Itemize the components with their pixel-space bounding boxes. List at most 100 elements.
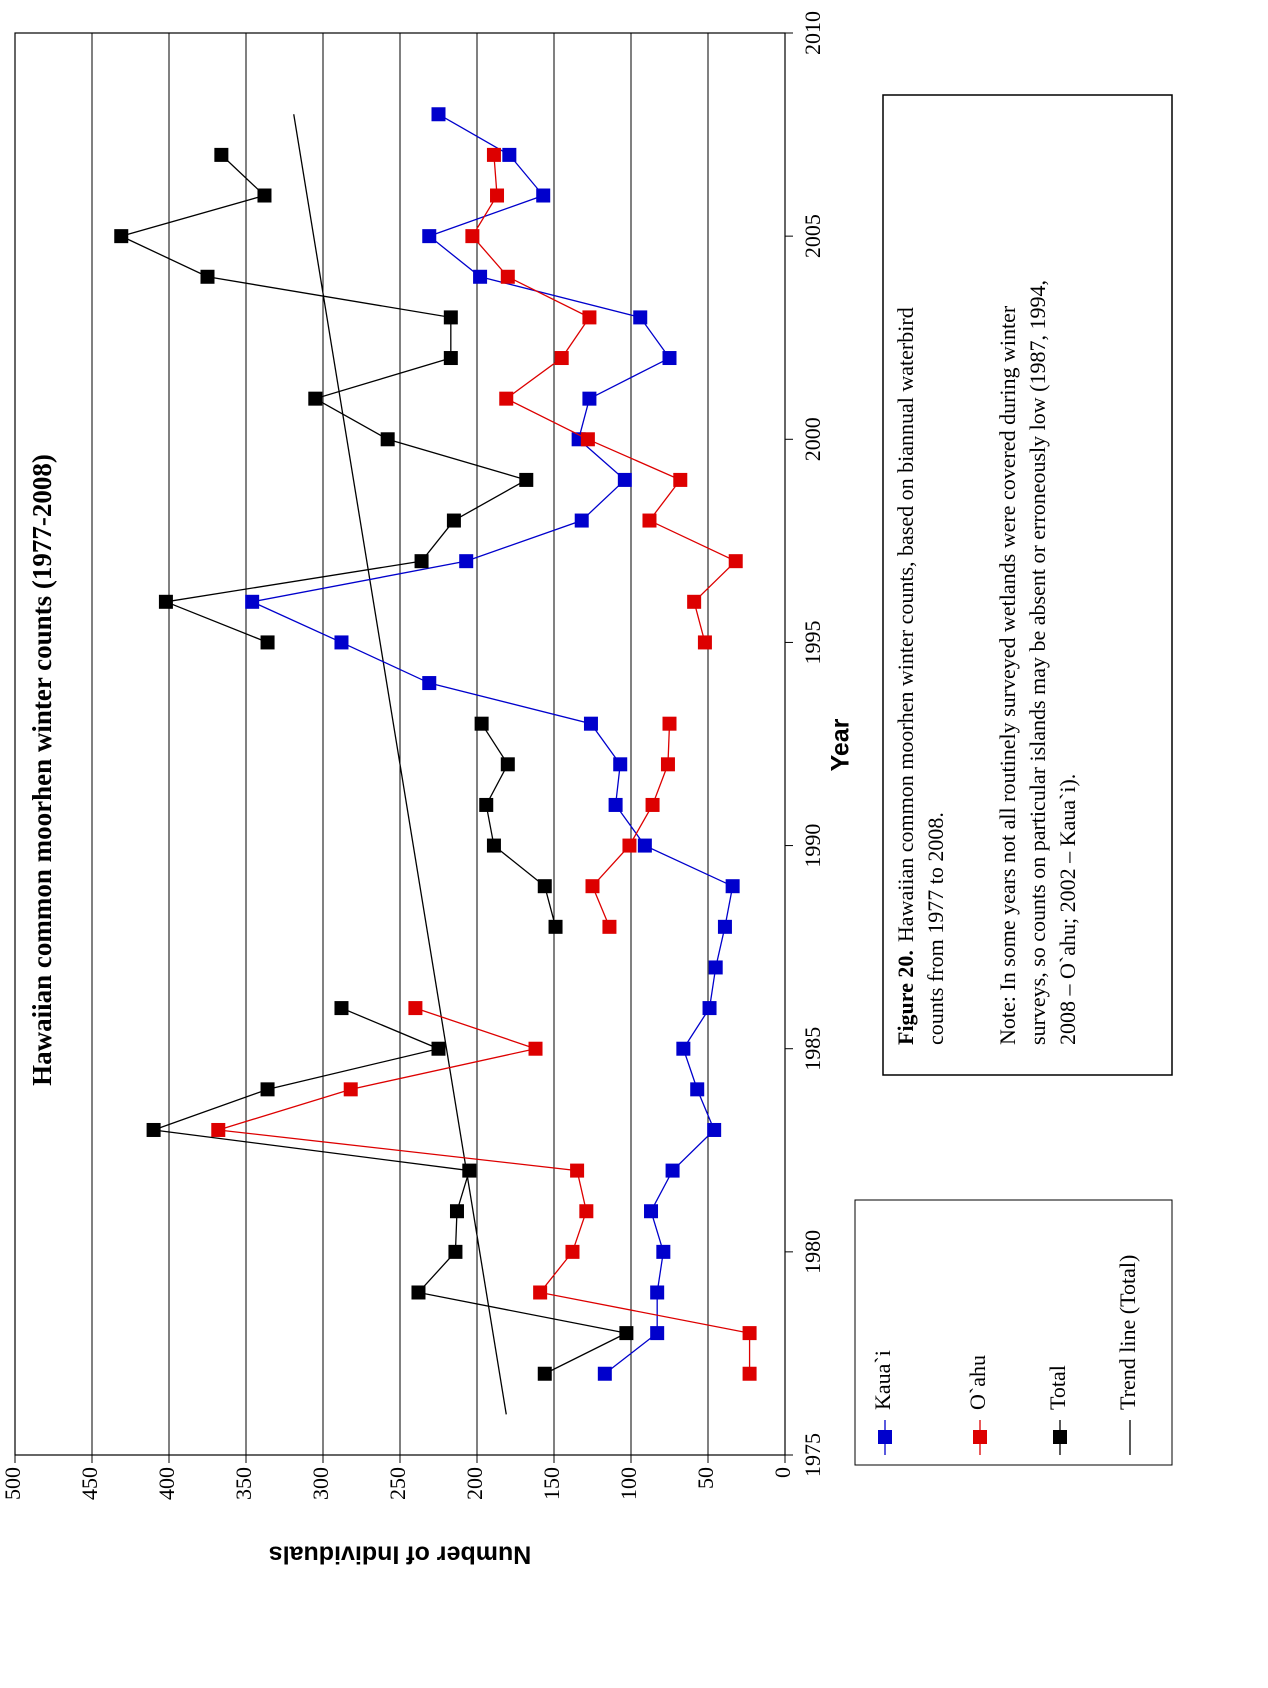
point-marker xyxy=(650,1326,665,1341)
caption-label: Figure 20. xyxy=(893,950,918,1045)
point-marker xyxy=(260,635,275,650)
point-marker xyxy=(443,351,458,366)
y-tick-label: 500 xyxy=(0,1467,25,1500)
point-marker xyxy=(742,1326,757,1341)
y-tick-label: 150 xyxy=(539,1467,564,1500)
point-marker xyxy=(574,513,589,528)
point-marker xyxy=(422,676,437,691)
point-marker xyxy=(474,716,489,731)
point-marker xyxy=(537,879,552,894)
point-marker xyxy=(637,838,652,853)
point-marker xyxy=(519,472,534,487)
point-marker xyxy=(533,1285,548,1300)
x-tick-label: 1995 xyxy=(800,620,825,664)
point-marker xyxy=(570,1163,585,1178)
point-marker xyxy=(431,107,446,122)
y-tick-label: 400 xyxy=(154,1467,179,1500)
point-marker xyxy=(673,472,688,487)
point-marker xyxy=(500,269,515,284)
caption: Figure 20. Hawaiian common moorhen winter… xyxy=(893,307,948,1045)
point-marker xyxy=(536,188,551,203)
point-marker xyxy=(499,391,514,406)
point-marker xyxy=(665,1163,680,1178)
point-marker xyxy=(465,229,480,244)
point-marker xyxy=(380,432,395,447)
point-marker xyxy=(707,1122,722,1137)
y-tick-label: 100 xyxy=(616,1467,641,1500)
point-marker xyxy=(200,269,215,284)
legend-swatch xyxy=(878,1430,892,1444)
y-tick-label: 0 xyxy=(770,1467,795,1478)
y-tick-label: 300 xyxy=(308,1467,333,1500)
point-marker xyxy=(583,716,598,731)
point-marker xyxy=(334,635,349,650)
point-marker xyxy=(582,391,597,406)
point-marker xyxy=(459,554,474,569)
point-marker xyxy=(448,1244,463,1259)
point-marker xyxy=(728,554,743,569)
note-line: surveys, so counts on particular islands… xyxy=(1025,280,1050,1045)
point-marker xyxy=(446,513,461,528)
y-tick-label: 250 xyxy=(385,1467,410,1500)
x-tick-label: 1985 xyxy=(800,1027,825,1071)
point-marker xyxy=(662,351,677,366)
point-marker xyxy=(502,147,517,162)
x-tick-label: 1975 xyxy=(800,1433,825,1477)
caption-line: counts from 1977 to 2008. xyxy=(923,812,948,1045)
point-marker xyxy=(644,1204,659,1219)
point-marker xyxy=(697,635,712,650)
point-marker xyxy=(486,838,501,853)
point-marker xyxy=(742,1366,757,1381)
rotated-chart: 0 50 100 150 200 250 300 350 400 450 500 1975 1980 19… xyxy=(0,11,1173,1568)
x-tick-label: 1980 xyxy=(800,1230,825,1274)
point-marker xyxy=(500,757,515,772)
point-marker xyxy=(602,919,617,934)
point-marker xyxy=(490,188,505,203)
legend-label: O`ahu xyxy=(965,1355,990,1410)
y-tick-label: 450 xyxy=(77,1467,102,1500)
point-marker xyxy=(146,1122,161,1137)
point-marker xyxy=(158,594,173,609)
x-tick-label: 2005 xyxy=(800,214,825,258)
point-marker xyxy=(687,594,702,609)
point-marker xyxy=(585,879,600,894)
point-marker xyxy=(554,351,569,366)
point-marker xyxy=(473,269,488,284)
point-marker xyxy=(645,797,660,812)
point-marker xyxy=(260,1082,275,1097)
trend-line xyxy=(293,114,507,1415)
point-marker xyxy=(662,716,677,731)
legend-label: Total xyxy=(1045,1365,1070,1410)
point-marker xyxy=(633,310,648,325)
y-tick-label: 200 xyxy=(462,1467,487,1500)
point-marker xyxy=(479,797,494,812)
point-marker xyxy=(408,1001,423,1016)
caption-box xyxy=(882,94,1173,1076)
point-marker xyxy=(411,1285,426,1300)
point-marker xyxy=(548,919,563,934)
point-marker xyxy=(414,554,429,569)
point-marker xyxy=(725,879,740,894)
legend-swatch xyxy=(973,1430,987,1444)
point-marker xyxy=(257,188,272,203)
point-marker xyxy=(613,757,628,772)
note-line: Note: In some years not all routinely su… xyxy=(995,305,1020,1045)
point-marker xyxy=(443,310,458,325)
x-tick-label: 2010 xyxy=(800,11,825,55)
point-marker xyxy=(580,432,595,447)
point-marker xyxy=(211,1122,226,1137)
point-marker xyxy=(690,1082,705,1097)
series-line xyxy=(119,154,629,1375)
point-marker xyxy=(537,1366,552,1381)
point-marker xyxy=(308,391,323,406)
point-marker xyxy=(717,919,732,934)
point-marker xyxy=(582,310,597,325)
point-marker xyxy=(622,838,637,853)
legend-label: Kaua`i xyxy=(870,1350,895,1410)
point-marker xyxy=(619,1326,634,1341)
point-marker xyxy=(579,1204,594,1219)
point-marker xyxy=(114,229,129,244)
chart-title: Hawaiian common moorhen winter counts (1… xyxy=(27,454,57,1086)
point-marker xyxy=(462,1163,477,1178)
